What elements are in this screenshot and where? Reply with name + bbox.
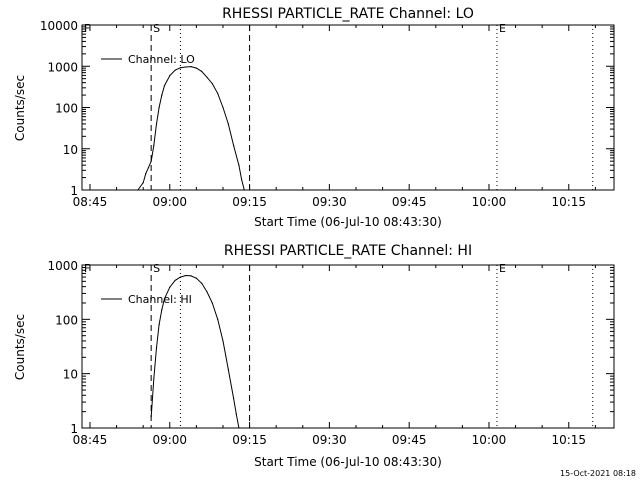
y-tick-label: 1000 [47,60,78,74]
data-point [155,123,158,125]
y-tick-label: 10 [63,143,78,157]
x-tick-label: 09:45 [392,433,427,447]
data-point [238,427,240,429]
data-point [179,276,182,278]
time-marker-label: E [499,22,506,35]
data-point [185,274,187,277]
data-point [233,144,235,147]
data-point [169,286,171,288]
data-point [217,318,219,320]
x-tick-label: 09:30 [312,433,347,447]
data-point [206,291,208,293]
data-point [206,76,208,78]
data-point [155,347,158,349]
data-point [174,279,176,282]
data-point [211,302,213,304]
data-point [163,298,166,300]
time-marker-label: S [153,22,160,35]
x-tick-label: 09:30 [312,195,347,209]
x-axis-label: Start Time (06-Jul-10 08:43:30) [254,215,442,229]
panel-lo: RHESSI PARTICLE_RATE Channel: LO Start T… [13,6,615,229]
data-point [211,82,213,85]
time-marker-label: F [84,262,90,275]
y-tick-label: 1 [70,422,78,436]
y-tick-label: 100 [55,313,78,327]
data-point [201,70,203,73]
data-point [238,164,240,166]
plot-frame [81,264,615,429]
data-point [158,323,160,326]
data-point [201,282,203,284]
y-axis-label: Counts/sec [13,75,27,141]
data-point [227,368,229,370]
data-point [153,378,155,380]
footer-timestamp: 15-Oct-2021 08:18 [560,469,636,478]
time-marker-label: S [153,262,160,275]
y-tick-label: 10 [63,368,78,382]
data-point [153,144,155,147]
data-point [142,182,144,184]
y-tick-label: 10000 [40,19,78,33]
plot-frame [81,24,615,191]
data-point [145,172,147,175]
x-tick-label: 08:45 [73,195,108,209]
data-point [241,178,243,181]
x-axis-label: Start Time (06-Jul-10 08:43:30) [254,455,442,469]
data-point [190,66,192,68]
legend-label: Channel: LO [128,53,195,66]
legend-label: Channel: HI [128,293,192,306]
data-point [161,309,163,311]
data-point [233,397,235,400]
data-point [163,84,166,87]
y-tick-label: 1 [70,184,78,198]
data-point [190,275,192,277]
x-tick-label: 10:00 [472,433,507,447]
data-point [174,69,176,71]
x-tick-label: 09:15 [232,433,267,447]
data-point [150,416,152,418]
x-tick-label: 09:45 [392,195,427,209]
y-tick-label: 100 [55,102,78,116]
data-point [195,277,197,279]
time-marker-label: F [84,22,90,35]
panel-hi: RHESSI PARTICLE_RATE Channel: HI Start T… [13,243,615,469]
x-tick-label: 09:00 [152,195,187,209]
data-point [150,160,152,162]
data-point [243,189,245,191]
y-tick-label: 1000 [47,259,78,273]
data-point [185,66,187,68]
time-marker-label: E [499,262,506,275]
data-point [161,94,163,96]
x-tick-label: 10:15 [551,195,586,209]
x-tick-label: 08:45 [73,433,108,447]
data-point [227,123,229,125]
data-point [217,92,219,94]
series-line [137,66,245,191]
x-tick-label: 09:15 [232,195,267,209]
data-point [222,106,224,109]
chart-title: RHESSI PARTICLE_RATE Channel: HI [224,243,472,259]
x-tick-label: 09:00 [152,433,187,447]
data-point [158,106,160,109]
y-axis-label: Counts/sec [13,314,27,380]
data-point [137,189,139,191]
data-point [222,340,224,342]
data-point [169,75,171,77]
chart-title: RHESSI PARTICLE_RATE Channel: LO [222,6,474,22]
data-point [195,67,197,69]
data-point [235,413,237,415]
x-tick-label: 10:15 [551,433,586,447]
x-tick-label: 10:00 [472,195,507,209]
data-point [179,67,182,69]
data-point [147,166,150,169]
